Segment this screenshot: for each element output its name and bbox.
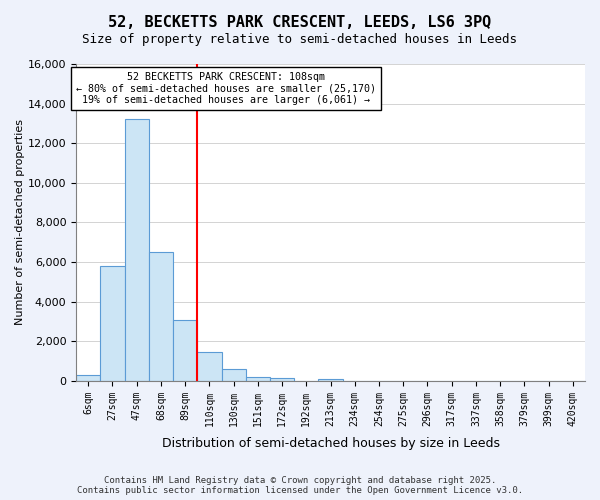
Bar <box>319 380 343 381</box>
Text: 52 BECKETTS PARK CRESCENT: 108sqm
← 80% of semi-detached houses are smaller (25,: 52 BECKETTS PARK CRESCENT: 108sqm ← 80% … <box>76 72 376 105</box>
Bar <box>221 368 246 381</box>
Bar <box>149 252 173 381</box>
Bar <box>270 378 294 381</box>
Text: Contains HM Land Registry data © Crown copyright and database right 2025.
Contai: Contains HM Land Registry data © Crown c… <box>77 476 523 495</box>
Text: 52, BECKETTS PARK CRESCENT, LEEDS, LS6 3PQ: 52, BECKETTS PARK CRESCENT, LEEDS, LS6 3… <box>109 15 491 30</box>
Bar <box>100 266 125 381</box>
Y-axis label: Number of semi-detached properties: Number of semi-detached properties <box>15 120 25 326</box>
Bar <box>76 375 100 381</box>
Bar <box>197 352 221 381</box>
Bar <box>173 320 197 381</box>
X-axis label: Distribution of semi-detached houses by size in Leeds: Distribution of semi-detached houses by … <box>161 437 500 450</box>
Bar <box>125 120 149 381</box>
Bar <box>246 376 270 381</box>
Text: Size of property relative to semi-detached houses in Leeds: Size of property relative to semi-detach… <box>83 32 517 46</box>
